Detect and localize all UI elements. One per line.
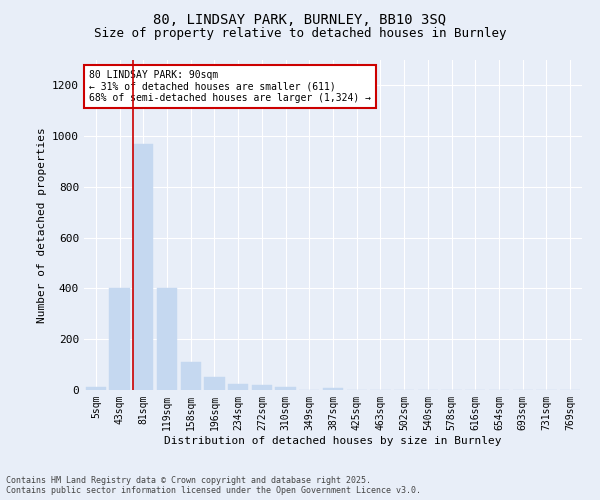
X-axis label: Distribution of detached houses by size in Burnley: Distribution of detached houses by size … (164, 436, 502, 446)
Bar (228, 384, 248, 390)
Bar (205, 378, 224, 390)
Bar (86, 387, 106, 390)
Text: Size of property relative to detached houses in Burnley: Size of property relative to detached ho… (94, 28, 506, 40)
Bar (109, 288, 130, 390)
Bar (252, 386, 272, 390)
Text: 80 LINDSAY PARK: 90sqm
← 31% of detached houses are smaller (611)
68% of semi-de: 80 LINDSAY PARK: 90sqm ← 31% of detached… (89, 70, 371, 103)
Bar (323, 388, 343, 390)
Text: Contains HM Land Registry data © Crown copyright and database right 2025.
Contai: Contains HM Land Registry data © Crown c… (6, 476, 421, 495)
Bar (181, 362, 201, 390)
Bar (275, 387, 296, 390)
Bar (133, 144, 154, 390)
Y-axis label: Number of detached properties: Number of detached properties (37, 127, 47, 323)
Text: 80, LINDSAY PARK, BURNLEY, BB10 3SQ: 80, LINDSAY PARK, BURNLEY, BB10 3SQ (154, 12, 446, 26)
Bar (157, 288, 177, 390)
